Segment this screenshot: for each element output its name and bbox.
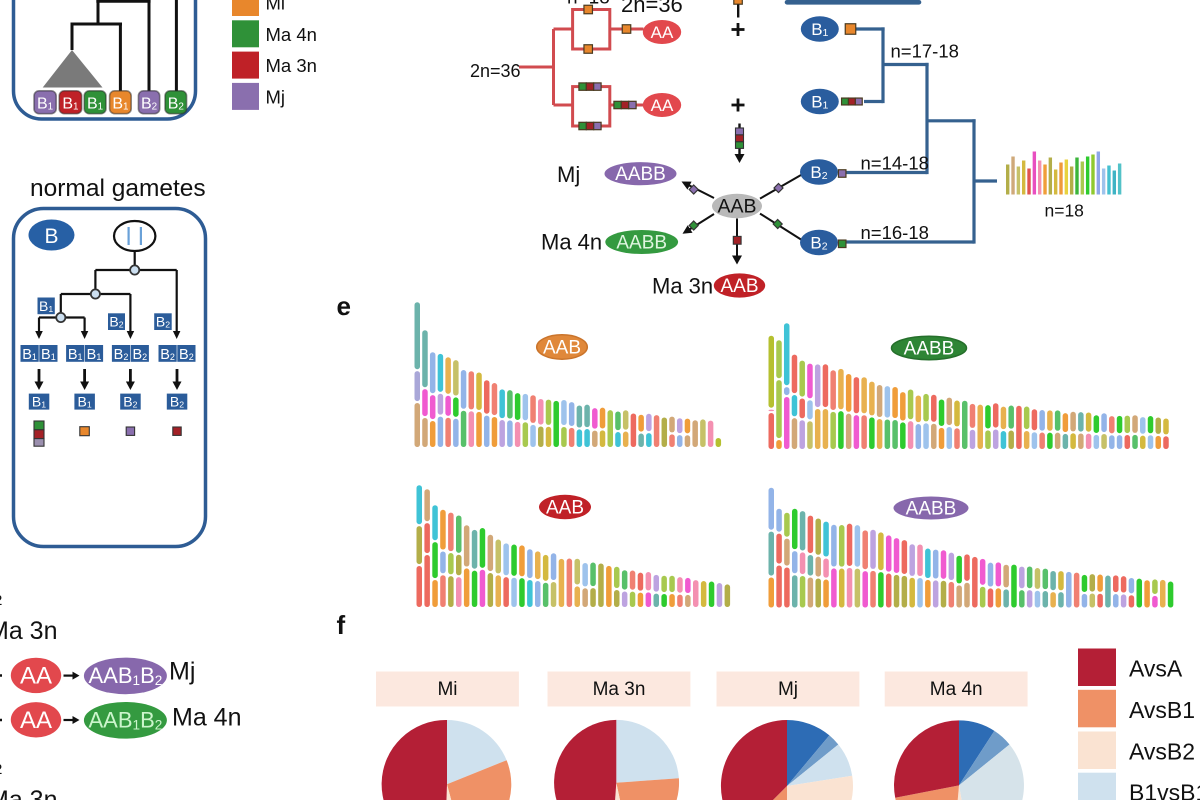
svg-text:AAB: AAB [720,276,758,297]
svg-text:B1: B1 [62,96,79,113]
svg-text:e: e [337,291,351,321]
svg-text:AvsB2: AvsB2 [1129,739,1195,765]
svg-text:B2: B2 [141,96,157,113]
svg-text:AA: AA [20,662,52,689]
svg-text:B2: B2 [114,347,129,363]
svg-text:AvsB1: AvsB1 [1129,697,1195,723]
svg-text:AABB: AABB [904,339,955,360]
svg-text:B1: B1 [37,96,54,113]
svg-text:Mj: Mj [266,86,286,107]
svg-text:AABB: AABB [616,233,667,254]
svg-text:normal gametes: normal gametes [30,175,206,202]
svg-text:AAB: AAB [543,338,581,359]
svg-text:B1: B1 [78,393,92,409]
svg-text:Ma 3n: Ma 3n [0,617,57,645]
svg-text:B2: B2 [160,347,175,363]
svg-text:B2: B2 [170,393,184,409]
svg-text:B1: B1 [39,298,53,314]
svg-text:AA: AA [651,96,674,115]
svg-text:Mj: Mj [557,162,580,187]
svg-text:Ma 3n: Ma 3n [266,55,317,76]
svg-text:B2: B2 [179,347,194,363]
svg-text:AAB: AAB [546,498,584,519]
svg-text:Ma 4n: Ma 4n [541,230,602,255]
svg-text:B1: B1 [41,347,56,363]
svg-text:Ma 3n: Ma 3n [0,786,57,800]
svg-text:B2: B2 [109,314,123,330]
svg-text:AABB: AABB [906,499,957,520]
svg-text:B1: B1 [112,96,129,113]
svg-text:n=18: n=18 [1045,201,1084,221]
svg-text:B2: B2 [810,163,827,182]
svg-text:2: 2 [0,592,2,609]
svg-text:B1: B1 [87,96,104,113]
svg-text:Ma 4n: Ma 4n [930,679,983,700]
svg-text:B1: B1 [32,393,46,409]
svg-text:B2: B2 [156,314,170,330]
svg-text:AA: AA [20,707,52,734]
svg-text:Ma 4n: Ma 4n [266,24,317,45]
svg-text:B1: B1 [811,93,828,112]
svg-text:AABB: AABB [615,164,666,185]
svg-text:n=17-18: n=17-18 [891,41,959,62]
svg-text:B1: B1 [811,20,828,39]
svg-text:n=18: n=18 [567,0,610,9]
svg-text:AAB: AAB [717,196,756,218]
svg-text:f: f [337,610,346,640]
svg-text:Mj: Mj [778,679,798,700]
svg-text:B2: B2 [168,96,184,113]
svg-text:B1vsB1: B1vsB1 [1129,780,1200,800]
svg-text:2: 2 [0,761,2,778]
svg-text:AAB1B2: AAB1B2 [88,707,162,732]
svg-text:B1: B1 [22,347,37,363]
svg-text:n=14-18: n=14-18 [861,153,929,174]
svg-text:AAB1B2: AAB1B2 [88,663,162,688]
svg-text:Ma 4n: Ma 4n [172,704,241,732]
svg-text:B2: B2 [123,393,137,409]
svg-text:Ma 3n: Ma 3n [593,679,646,700]
svg-text:AA: AA [651,23,674,42]
svg-text:B2: B2 [810,234,827,253]
svg-text:AvsA: AvsA [1129,656,1183,682]
svg-text:Mj: Mj [169,658,195,686]
svg-text:B2: B2 [132,347,147,363]
svg-text:Ma 3n: Ma 3n [652,274,713,299]
svg-text:Mi: Mi [437,679,457,700]
svg-text:2n=36: 2n=36 [621,0,683,17]
svg-text:n=16-18: n=16-18 [861,222,929,243]
svg-text:B1: B1 [87,347,102,363]
svg-text:Mi: Mi [266,0,286,14]
svg-text:2n=36: 2n=36 [470,61,521,81]
svg-text:B1: B1 [68,347,83,363]
svg-text:B: B [44,225,58,248]
